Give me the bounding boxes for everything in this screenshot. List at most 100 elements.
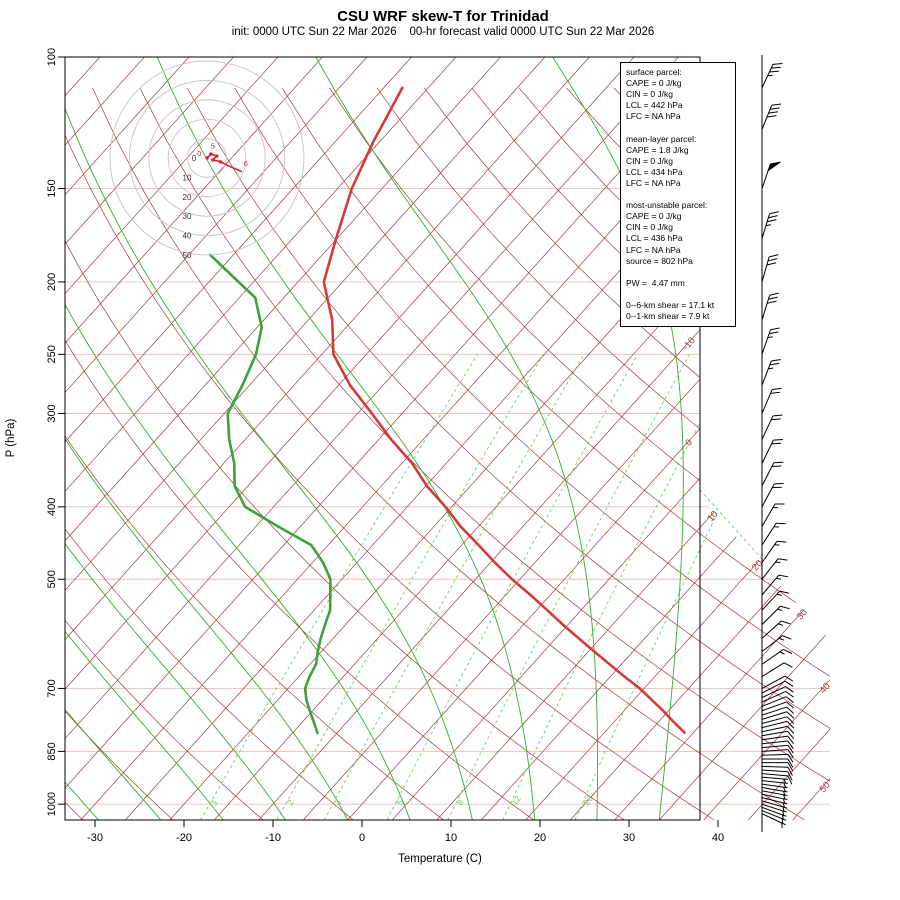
- wind-barb: [761, 605, 790, 625]
- pressure-tick-label: 150: [46, 179, 58, 197]
- hodograph-point-label: 0: [197, 149, 201, 158]
- moist-adiabat: [65, 57, 473, 821]
- moist-adiabat: [65, 57, 286, 821]
- dry-adiabat: [329, 87, 830, 821]
- isotherm-right-label: 0: [683, 437, 695, 448]
- dry-adiabat: [139, 87, 830, 821]
- mixing-ratio-label: 3: [332, 797, 343, 807]
- wind-barb: [761, 522, 786, 546]
- wind-barb: [762, 762, 794, 772]
- isotherm-right-label: 50: [818, 780, 833, 795]
- wind-barb: [761, 414, 783, 440]
- wind-barb: [761, 797, 788, 808]
- chart-title: CSU WRF skew-T for Trinidad: [337, 8, 549, 25]
- wind-barb: [761, 359, 781, 386]
- wind-barb: [761, 675, 794, 689]
- isotherm-line: [65, 57, 412, 821]
- isotherm-line: [258, 57, 830, 821]
- isotherm-line: [347, 57, 830, 821]
- parcel-info-line: CIN = 0 J/kg: [626, 155, 674, 166]
- wind-barb: [761, 696, 794, 707]
- isotherm-right-label: 20: [750, 558, 765, 573]
- parcel-info-line: most-unstable parcel:: [626, 200, 708, 211]
- isotherm-line: [65, 57, 368, 821]
- mixing-ratio-label: 8: [455, 797, 466, 807]
- isotherm-line: [65, 57, 546, 821]
- parcel-info-line: CIN = 0 J/kg: [626, 222, 674, 233]
- wind-barb: [761, 503, 785, 527]
- hodograph-ring-label: 30: [183, 212, 192, 221]
- wind-barb: [761, 540, 787, 563]
- pressure-tick-label: 850: [46, 742, 58, 760]
- hodograph-center-label: 0: [192, 154, 197, 163]
- isotherm-right-label: 30: [795, 607, 810, 622]
- parcel-info-line: LCL = 442 hPa: [626, 100, 683, 111]
- wind-barb: [761, 620, 791, 639]
- hodograph-ring: [128, 79, 286, 237]
- dry-adiabat: [92, 87, 805, 821]
- sounding-traces: [208, 86, 686, 735]
- isotherm-line: [65, 57, 457, 821]
- isotherm-line: [65, 57, 501, 821]
- wedge-dashed-line: [699, 489, 763, 560]
- wind-barb: [761, 776, 788, 784]
- wind-barb: [761, 810, 787, 824]
- wind-barb: [761, 649, 793, 665]
- wind-barb: [761, 720, 795, 729]
- isotherm-line: [65, 57, 724, 821]
- isotherm-line: [65, 57, 635, 821]
- pressure-tick-label: 1000: [46, 792, 58, 816]
- wind-barb: [761, 691, 794, 703]
- hodograph-ring: [187, 138, 227, 178]
- wind-barb: [761, 803, 787, 816]
- hodograph: 10 20 30 40 50 00 5 6: [109, 60, 305, 260]
- wind-barb: [761, 735, 794, 744]
- wind-barb: [761, 635, 792, 653]
- parcel-info-line: 0--1-km shear = 7.9 kt: [626, 311, 710, 322]
- dry-adiabat: [234, 87, 830, 821]
- wind-barb: [761, 438, 783, 464]
- isotherm-line: [65, 57, 590, 821]
- parcel-info-line: source = 802 hPa: [626, 255, 693, 266]
- isotherm-line: [703, 57, 830, 821]
- isotherm-line: [302, 57, 830, 821]
- wind-barb: [761, 813, 786, 828]
- parcel-info-line: LFC = NA hPa: [626, 111, 681, 122]
- isotherm-line: [569, 57, 830, 821]
- wind-barb: [761, 783, 788, 792]
- pressure-tick-label: 400: [46, 498, 58, 516]
- dry-adiabat: [708, 87, 830, 821]
- wind-barb: [761, 780, 788, 788]
- moist-adiabat: [552, 57, 684, 821]
- wind-barb: [761, 590, 790, 611]
- parcel-info-line: [626, 289, 730, 300]
- moist-adiabat: [156, 57, 536, 821]
- parcel-info-line: LCL = 434 hPa: [626, 166, 683, 177]
- parcel-info-box: surface parcel: CAPE = 0 J/kg CIN = 0 J/kg…: [620, 62, 736, 328]
- temp-tick-label: -10: [265, 832, 281, 844]
- isotherm-right-labels: -10 0 10 20 30 40 50: [680, 335, 832, 795]
- wind-barb: [761, 686, 794, 699]
- parcel-info-line: 0--6-km shear = 17.1 kt: [626, 299, 715, 310]
- mixing-ratio-line: [447, 354, 690, 821]
- hodograph-ring: [167, 118, 247, 198]
- isotherm-line: [525, 57, 830, 821]
- wind-barb: [761, 461, 784, 487]
- isotherm-right-label: 40: [818, 681, 833, 696]
- moist-adiabat: [65, 57, 411, 821]
- isotherm-line: [658, 57, 830, 821]
- temp-tick-label: 40: [712, 832, 724, 844]
- hodograph-point-label: 5: [211, 141, 215, 150]
- parcel-info-line: CAPE = 0 J/kg: [626, 211, 682, 222]
- x-axis-title: Temperature (C): [398, 853, 482, 865]
- dry-adiabat: [65, 87, 174, 821]
- wind-barb: [761, 790, 788, 800]
- temp-tick-label: 30: [623, 832, 635, 844]
- hodograph-trace: [206, 153, 243, 173]
- wind-barb: [761, 725, 795, 734]
- wind-barb: [761, 680, 794, 694]
- wind-barb: [761, 769, 793, 781]
- moist-adiabat: [65, 57, 349, 821]
- isotherm-line: [65, 57, 679, 821]
